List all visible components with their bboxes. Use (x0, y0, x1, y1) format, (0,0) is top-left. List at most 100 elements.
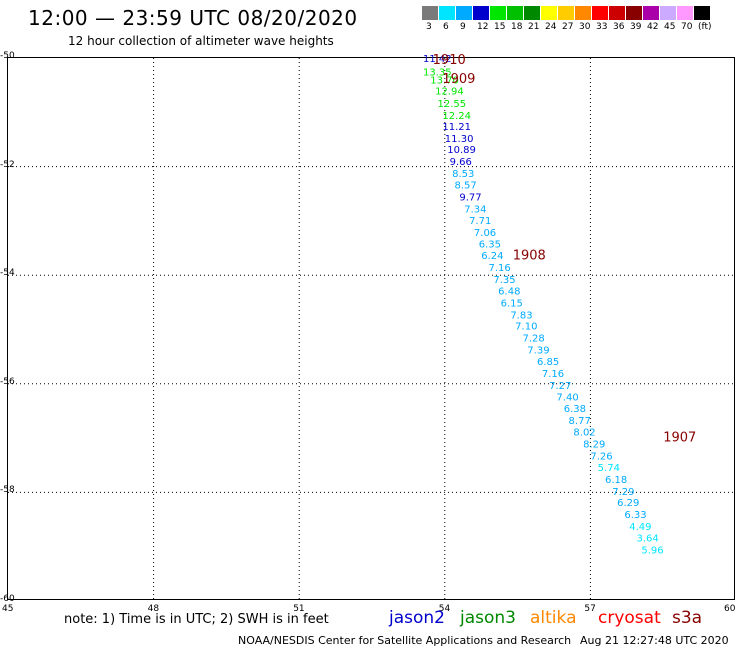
legend-item-s3a: s3a (672, 608, 703, 628)
wave-height-value: 12.55 (438, 99, 467, 110)
wave-height-value: 5.74 (598, 463, 620, 474)
wave-height-value: 7.27 (549, 381, 571, 392)
latitude-tick-label: -56 (0, 376, 15, 387)
map-title: 12:00 — 23:59 UTC 08/20/2020 (28, 6, 358, 30)
wave-height-value: 13.35 (423, 68, 452, 79)
colorbar-swatch (439, 6, 456, 20)
colorbar-swatch (592, 6, 609, 20)
wave-height-value: 7.26 (590, 451, 612, 462)
colorbar-swatch (643, 6, 660, 20)
pass-time-label: 1908 (513, 248, 546, 263)
wave-height-value: 4.49 (629, 522, 651, 533)
credit-text: NOAA/NESDIS Center for Satellite Applica… (238, 634, 572, 647)
wave-height-value: 6.38 (564, 404, 586, 415)
wave-height-value: 9.77 (459, 192, 481, 203)
latitude-tick-label: -54 (0, 268, 15, 279)
colorbar-swatch (660, 6, 677, 20)
legend-item-altika: altika (530, 608, 577, 628)
colorbar-label: 21 (528, 22, 540, 32)
wave-height-value: 7.29 (612, 487, 634, 498)
wave-height-value: 6.24 (481, 251, 503, 262)
wave-height-value: 8.29 (583, 440, 605, 451)
colorbar-swatch (524, 6, 541, 20)
wave-height-value: 3.64 (637, 533, 659, 544)
colorbar-label: 42 (647, 22, 659, 32)
latitude-tick-label: -58 (0, 485, 15, 496)
map-subtitle: 12 hour collection of altimeter wave hei… (68, 34, 334, 48)
footer-note: note: 1) Time is in UTC; 2) SWH is in fe… (64, 612, 329, 627)
pass-time-label: 1909 (442, 72, 475, 87)
wave-height-value: 7.34 (464, 204, 486, 215)
latitude-tick-label: -52 (0, 159, 15, 170)
pass-time-label: 1907 (663, 430, 696, 445)
colorbar-label: 15 (494, 22, 506, 32)
wave-height-value: 6.33 (624, 510, 646, 521)
colorbar-label: 36 (613, 22, 625, 32)
wave-height-value: 11.42 (423, 54, 452, 65)
wave-height-value: 6.85 (537, 357, 559, 368)
wave-height-value: 5.96 (641, 545, 663, 556)
wave-height-value: 11.21 (442, 122, 471, 133)
wave-height-value: 6.35 (479, 240, 501, 251)
wave-height-value: 6.15 (501, 298, 523, 309)
wave-height-value: 12.24 (442, 111, 471, 122)
colorbar-label: 12 (477, 22, 489, 32)
colorbar-label: 27 (562, 22, 574, 32)
wave-height-value: 6.29 (617, 498, 639, 509)
longitude-tick-label: 45 (2, 604, 14, 614)
colorbar-swatch (456, 6, 473, 20)
wave-height-value: 7.71 (469, 216, 491, 227)
colorbar-swatch (694, 6, 711, 20)
wave-height-value: 7.35 (493, 275, 515, 286)
latitude-tick-label: -50 (0, 51, 15, 61)
colorbar-swatch (677, 6, 694, 20)
wave-height-value: 7.83 (510, 310, 532, 321)
longitude-tick-label: 54 (438, 604, 451, 614)
wave-height-value: 7.06 (474, 228, 496, 239)
wave-height-value: 8.57 (455, 181, 477, 192)
wave-height-value: 8.53 (452, 169, 474, 180)
colorbar-swatch (609, 6, 626, 20)
legend-item-jason3: jason3 (460, 608, 516, 628)
pass-time-label: 1910 (433, 53, 466, 68)
map-plot: 11.42 13.3513.7012.9412.5512.2411.2111.30… (8, 53, 736, 601)
colorbar-swatch (626, 6, 643, 20)
colorbar-label: 18 (511, 22, 523, 32)
wave-height-value: 8.77 (569, 416, 591, 427)
colorbar-label: 30 (579, 22, 591, 32)
latitude-tick-label: -60 (0, 594, 15, 604)
wave-height-value: 9.66 (450, 157, 472, 168)
colorbar-label: (ft) (698, 22, 712, 32)
colorbar-swatch (422, 6, 439, 20)
wave-height-value: 7.40 (556, 392, 578, 403)
wave-height-value: 6.18 (605, 475, 627, 486)
timestamp-text: Aug 21 12:27:48 UTC 2020 (580, 634, 729, 647)
colorbar-label: 70 (681, 22, 693, 32)
wave-height-value: 11.30 (445, 134, 474, 145)
colorbar-swatch (507, 6, 524, 20)
colorbar-swatch (558, 6, 575, 20)
colorbar-swatch (541, 6, 558, 20)
wave-height-value: 7.10 (515, 322, 537, 333)
legend-item-cryosat: cryosat (598, 608, 661, 628)
wave-height-value: 7.16 (542, 369, 564, 380)
wave-height-value: 13.70 (430, 76, 459, 87)
wave-height-colorbar (422, 6, 711, 20)
colorbar-label: 39 (630, 22, 642, 32)
colorbar-label: 3 (426, 22, 432, 32)
colorbar-label: 9 (460, 22, 466, 32)
wave-height-value: 7.28 (522, 334, 544, 345)
wave-height-value: 7.39 (527, 346, 549, 357)
longitude-tick-label: 60 (724, 604, 736, 614)
colorbar-labels: 3 6 9 12 15 18 21 24 27 30 33 36 39 42 45 70 (ft) (422, 22, 740, 34)
colorbar-label: 33 (596, 22, 608, 32)
wave-height-value: 8.02 (573, 428, 595, 439)
colorbar-swatch (575, 6, 592, 20)
map-frame: 11.42 13.35 13.70 12.94 12.55 12.24 11.21 11.30… (7, 53, 736, 601)
colorbar-label: 45 (664, 22, 676, 32)
legend-item-jason2: jason2 (389, 608, 445, 628)
wave-height-value: 7.16 (488, 263, 510, 274)
longitude-tick-label: 51 (293, 604, 305, 614)
colorbar-swatch (490, 6, 507, 20)
wave-height-value: 12.94 (435, 87, 464, 98)
